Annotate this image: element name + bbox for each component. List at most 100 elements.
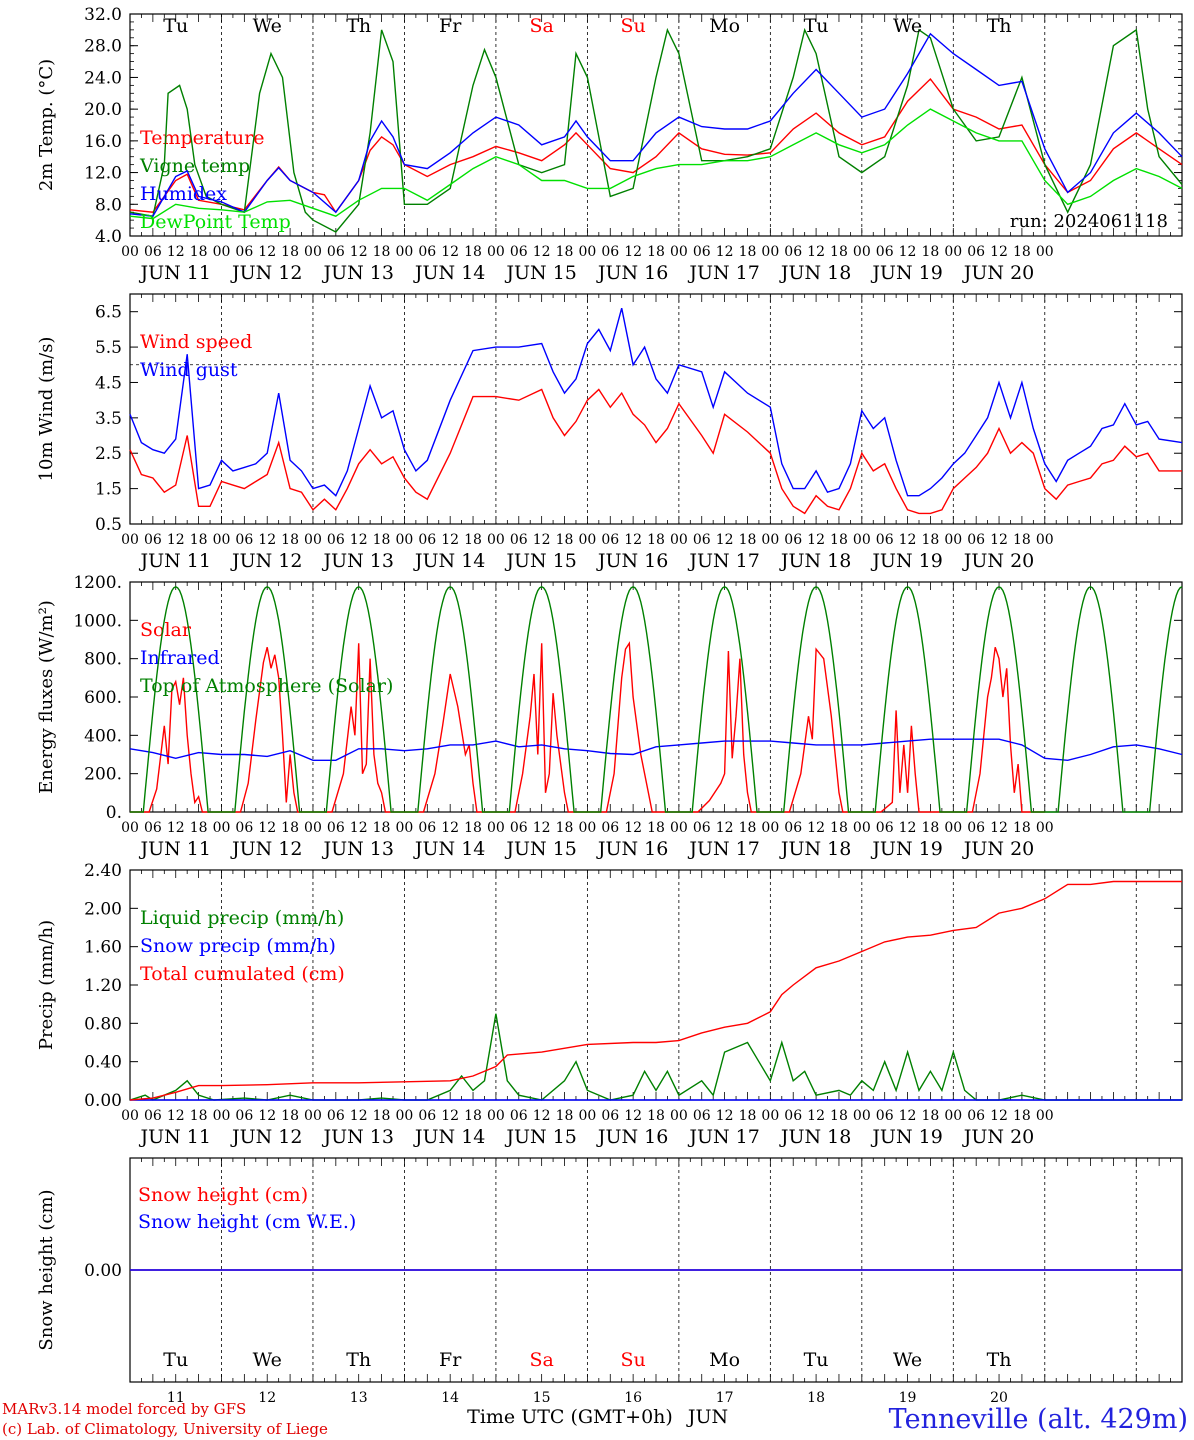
hour-tick-label: 00 [578, 532, 596, 548]
day-label: JUN 14 [413, 1126, 485, 1148]
hour-tick-label: 12 [441, 244, 459, 260]
hour-tick-label: 06 [327, 532, 345, 548]
hour-tick-label: 18 [373, 1108, 391, 1124]
y-axis-label: 10m Wind (m/s) [36, 337, 57, 482]
day-label: JUN 19 [870, 550, 942, 572]
weekday-label: Th [987, 15, 1012, 37]
hour-tick-label: 06 [601, 244, 619, 260]
day-label: JUN 13 [321, 550, 393, 572]
legend-entry: Temperature [140, 127, 264, 149]
y-tick-label: 5.5 [95, 338, 122, 358]
run-annotation: run: 2024061118 [1010, 211, 1168, 232]
day-label: JUN 14 [413, 838, 485, 860]
month-label: JUN [686, 1406, 728, 1428]
legend-entry: Total cumulated (cm) [140, 963, 345, 985]
legend-entry: Wind speed [140, 331, 252, 353]
y-tick-label: 800. [84, 650, 122, 670]
series-line-wind-speed [129, 388, 1182, 515]
hour-tick-label: 12 [258, 1108, 276, 1124]
hour-tick-label: 12 [533, 532, 551, 548]
hour-tick-label: 18 [830, 532, 848, 548]
day-label: JUN 15 [504, 262, 576, 284]
hour-tick-label: 00 [670, 244, 688, 260]
lab-credit: (c) Lab. of Climatology, University of L… [2, 1420, 328, 1438]
day-label: JUN 11 [138, 838, 210, 860]
hour-tick-label: 00 [487, 820, 505, 836]
weekday-label: Sa [529, 15, 553, 37]
hour-tick-label: 18 [556, 820, 574, 836]
hour-tick-label: 06 [876, 1108, 894, 1124]
legend-entry: Infrared [140, 647, 220, 669]
weekday-label: Tu [804, 15, 829, 37]
hour-tick-label: 12 [350, 1108, 368, 1124]
hour-tick-label: 18 [647, 532, 665, 548]
hour-tick-label: 00 [853, 532, 871, 548]
hour-tick-label: 18 [281, 820, 299, 836]
hour-tick-label: 18 [922, 244, 940, 260]
day-number-label: 18 [807, 1390, 825, 1406]
hour-tick-label: 06 [327, 1108, 345, 1124]
day-number-label: 13 [350, 1390, 368, 1406]
day-number-label: 19 [899, 1390, 917, 1406]
day-label: JUN 20 [962, 262, 1034, 284]
day-label: JUN 17 [687, 838, 759, 860]
day-label: JUN 11 [138, 262, 210, 284]
x-axis-label: Time UTC (GMT+0h) [467, 1406, 673, 1428]
y-tick-label: 24.0 [84, 68, 122, 88]
hour-tick-label: 00 [944, 244, 962, 260]
hour-tick-label: 00 [853, 820, 871, 836]
day-label: JUN 18 [779, 262, 851, 284]
hour-tick-label: 12 [807, 244, 825, 260]
hour-tick-label: 12 [624, 1108, 642, 1124]
hour-tick-label: 00 [578, 244, 596, 260]
hour-tick-label: 06 [144, 820, 162, 836]
y-tick-label: 32.0 [84, 5, 122, 25]
y-tick-label: 0.80 [84, 1014, 122, 1034]
weekday-label: Fr [439, 15, 462, 37]
hour-tick-label: 06 [693, 820, 711, 836]
day-label: JUN 18 [779, 838, 851, 860]
y-tick-label: 1200. [73, 573, 122, 593]
hour-tick-label: 00 [121, 820, 139, 836]
hour-tick-label: 06 [601, 820, 619, 836]
hour-tick-label: 12 [899, 820, 917, 836]
series-line-humidex [129, 32, 1183, 217]
legend-entry: DewPoint Temp [140, 211, 291, 233]
hour-tick-label: 00 [213, 532, 231, 548]
day-label: JUN 13 [321, 1126, 393, 1148]
hour-tick-label: 18 [190, 532, 208, 548]
hour-tick-label: 00 [304, 820, 322, 836]
y-tick-label: 28.0 [84, 37, 122, 57]
panel-1: 4.0 8.0 12.0 16.0 20.0 24.0 28.0 32.0 2m Temp. (… [36, 5, 1183, 284]
hour-tick-label: 06 [235, 244, 253, 260]
hour-tick-label: 18 [464, 1108, 482, 1124]
hour-tick-label: 00 [396, 244, 414, 260]
hour-tick-label: 12 [990, 1108, 1008, 1124]
y-tick-label: 200. [84, 765, 122, 785]
day-label: JUN 19 [870, 838, 942, 860]
legend-entry: Snow height (cm) [138, 1184, 308, 1206]
day-label: JUN 19 [870, 262, 942, 284]
panel-2: 0.5 1.5 2.5 3.5 4.5 5.5 6.5 10m Wind (m/s) Wind … [36, 293, 1183, 572]
hour-tick-label: 18 [190, 1108, 208, 1124]
hour-tick-label: 00 [944, 820, 962, 836]
weekday-label: Tu [804, 1349, 829, 1371]
hour-tick-label: 00 [121, 532, 139, 548]
hour-tick-label: 18 [830, 244, 848, 260]
day-label: JUN 19 [870, 1126, 942, 1148]
weekday-label: Mo [709, 1349, 740, 1371]
series-line-solar [130, 641, 1045, 813]
hour-tick-label: 12 [899, 244, 917, 260]
y-tick-label: 600. [84, 688, 122, 708]
weekday-label: Sa [529, 1349, 553, 1371]
y-axis-label: 2m Temp. (°C) [36, 59, 57, 191]
hour-tick-label: 00 [1036, 532, 1054, 548]
hour-tick-label: 18 [373, 532, 391, 548]
hour-tick-label: 12 [167, 1108, 185, 1124]
hour-tick-label: 18 [556, 532, 574, 548]
hour-tick-label: 06 [784, 532, 802, 548]
day-number-label: 16 [624, 1390, 642, 1406]
hour-tick-label: 06 [967, 532, 985, 548]
hour-tick-label: 18 [647, 1108, 665, 1124]
weekday-label: Fr [439, 1349, 462, 1371]
